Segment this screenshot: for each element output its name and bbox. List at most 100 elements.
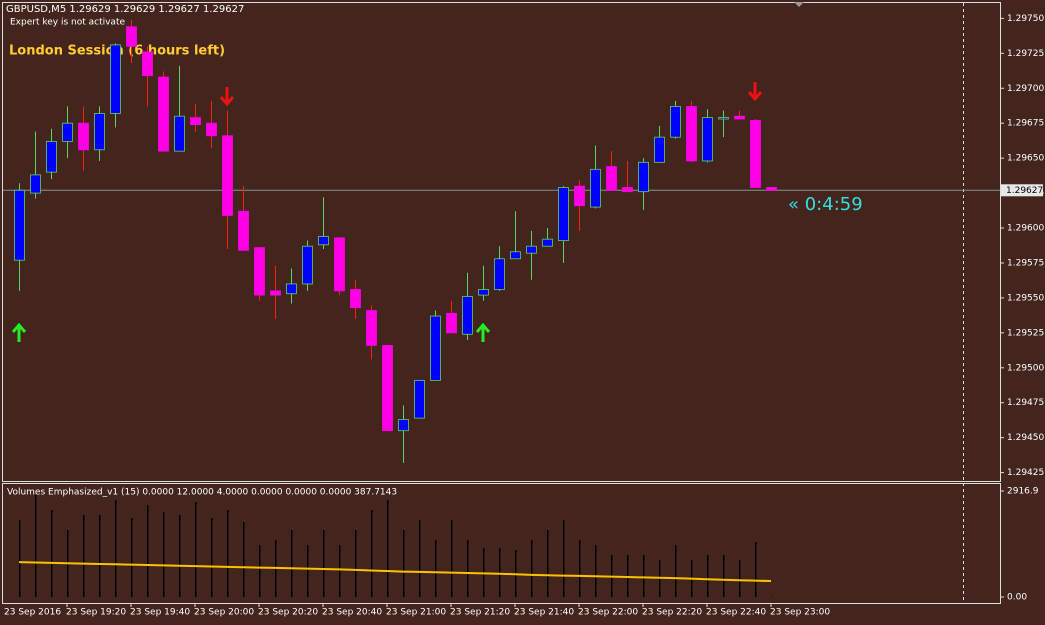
- volume-bar: [51, 510, 53, 598]
- y-tick-label: 1.29700: [1007, 84, 1044, 94]
- candle-body: [686, 106, 697, 162]
- volume-average: [18, 561, 772, 583]
- candle-body: [46, 140, 57, 173]
- candle-body: [126, 26, 137, 47]
- candle-body: [622, 187, 633, 193]
- volume-bar: [595, 545, 597, 598]
- date-label: 23 Sep 2016: [4, 608, 61, 618]
- volume-bar: [467, 540, 469, 598]
- candle-body: [734, 115, 745, 120]
- candle-body: [526, 245, 537, 254]
- candle-body: [366, 310, 377, 346]
- y-tick-label: 1.29500: [1007, 363, 1044, 373]
- notice: Expert key is not activate: [10, 18, 125, 28]
- signal-arrows: [11, 82, 763, 342]
- x-tick-label: 23 Sep 20:20: [258, 608, 318, 618]
- candle-body: [158, 76, 169, 152]
- volume-bar: [419, 520, 421, 598]
- candle-body: [286, 283, 297, 295]
- volume-bar: [755, 542, 757, 598]
- candle-body: [702, 117, 713, 162]
- volume-bar: [131, 518, 133, 598]
- buy-arrow: [11, 322, 27, 342]
- x-tick-label: 23 Sep 22:00: [578, 608, 638, 618]
- volume-bar: [195, 502, 197, 598]
- current-price-box: [1001, 184, 1043, 197]
- candle-body: [510, 251, 521, 260]
- volume-bar: [499, 548, 501, 598]
- candle-body: [398, 419, 409, 432]
- candle-body: [62, 122, 73, 142]
- volume-bar: [35, 495, 37, 598]
- y-tick-label: 1.29650: [1007, 154, 1044, 164]
- y-tick-label: 1.29425: [1007, 468, 1044, 478]
- y-tick-label: 1.29675: [1007, 119, 1044, 129]
- candle-body: [494, 258, 505, 290]
- candle-body: [430, 315, 441, 381]
- candle-body: [254, 247, 265, 296]
- volume-bar: [147, 505, 149, 598]
- x-tick-label: 23 Sep 22:20: [642, 608, 702, 618]
- candle-body: [78, 122, 89, 151]
- candle-body: [238, 210, 249, 251]
- candle-body: [190, 117, 201, 125]
- buy-arrow: [475, 322, 491, 342]
- volume-bar: [83, 515, 85, 598]
- x-tick-label: 23 Sep 20:00: [194, 608, 254, 618]
- candle-body: [414, 379, 425, 419]
- candle-body: [222, 135, 233, 216]
- y-tick-label: 1.29550: [1007, 293, 1044, 303]
- volume-bar: [435, 540, 437, 598]
- x-tick-label: 23 Sep 22:40: [706, 608, 766, 618]
- candle-body: [446, 312, 457, 334]
- volume-bar: [627, 555, 629, 598]
- volume-bar: [723, 555, 725, 598]
- candle-body: [638, 161, 649, 193]
- candle-body: [302, 245, 313, 285]
- candle-body: [558, 187, 569, 242]
- volume-frame: [2, 483, 1001, 604]
- candle-body: [14, 189, 25, 261]
- indicator-title: Volumes Emphasized_v1 (15) 0.0000 12.000…: [7, 488, 397, 498]
- symbol-line: GBPUSD,M5 1.29629 1.29629 1.29627 1.2962…: [6, 4, 244, 15]
- volume-bar: [579, 540, 581, 598]
- candle-body: [478, 289, 489, 296]
- candle-body: [574, 185, 585, 207]
- volume-bar: [451, 520, 453, 598]
- candle-body: [318, 236, 329, 246]
- y-tick-label: 1.29600: [1007, 224, 1044, 234]
- volume-bar: [163, 512, 165, 598]
- candle-body: [718, 117, 729, 120]
- volume-bar: [387, 500, 389, 598]
- volume-bar: [243, 522, 245, 598]
- volume-bar: [291, 530, 293, 598]
- candle-body: [110, 44, 121, 114]
- x-tick-label: 23 Sep 21:40: [514, 608, 574, 618]
- volume-bar: [563, 520, 565, 598]
- x-tick-label: 23 Sep 23:00: [770, 608, 830, 618]
- candle-body: [270, 290, 281, 296]
- volume-bar: [339, 545, 341, 598]
- candle-body: [606, 166, 617, 191]
- volume-bar: [403, 530, 405, 598]
- candle-body: [382, 345, 393, 432]
- candle-body: [142, 51, 153, 77]
- y-tick-label: 1.29450: [1007, 433, 1044, 443]
- y-tick-label: 0.00: [1007, 593, 1027, 603]
- candle-body: [174, 115, 185, 152]
- volume-bar: [259, 545, 261, 598]
- candle-body: [94, 113, 105, 151]
- volume-bar: [547, 530, 549, 598]
- volume-bar: [355, 530, 357, 598]
- volume-bar: [707, 555, 709, 598]
- candle-body: [542, 238, 553, 247]
- x-tick-label: 23 Sep 21:00: [386, 608, 446, 618]
- sell-arrow: [747, 82, 763, 102]
- volume-bar: [179, 515, 181, 598]
- x-tick-label: 23 Sep 21:20: [450, 608, 510, 618]
- volume-bar: [99, 515, 101, 598]
- x-tick-label: 23 Sep 19:40: [130, 608, 190, 618]
- candle-body: [206, 122, 217, 137]
